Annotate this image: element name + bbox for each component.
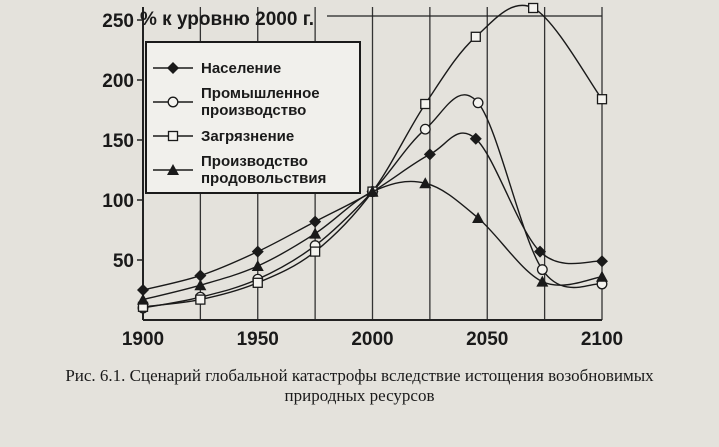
caption-line-1: Рис. 6.1. Сценарий глобальной катастрофы… [65, 366, 654, 385]
caption-line-2: природных ресурсов [284, 386, 435, 405]
series-layer [137, 2, 608, 314]
x-tick-label-1950: 1950 [237, 329, 279, 350]
legend-item-2: Загрязнение [153, 128, 294, 145]
point-2-1 [195, 294, 206, 305]
x-tick-label-1900: 1900 [122, 329, 164, 350]
point-2-5 [420, 98, 431, 110]
point-1-7 [536, 264, 548, 276]
legend-label-1-1: производство [201, 102, 306, 119]
series-2 [137, 2, 608, 312]
point-3-1 [194, 279, 207, 291]
y-tick-label-200: 200 [102, 71, 134, 92]
point-3-8 [596, 270, 608, 282]
legend-marker-1 [167, 96, 179, 108]
point-3-7 [536, 275, 549, 287]
x-tick-label-2000: 2000 [351, 329, 393, 350]
point-0-5 [423, 148, 436, 161]
y-tick-label-100: 100 [102, 191, 134, 212]
point-3-3 [309, 227, 322, 239]
point-2-6 [470, 31, 481, 42]
axes: 50 100 150 200 250 1900 1950 2000 2050 2100 [102, 7, 623, 350]
point-0-0 [137, 284, 149, 296]
series-3 [137, 177, 608, 305]
legend-marker-2 [167, 130, 179, 142]
legend-marker-3 [167, 164, 179, 175]
figure-caption: Рис. 6.1. Сценарий глобальной катастрофы… [0, 366, 719, 406]
series-line-2 [142, 4, 603, 308]
legend-label-0: Население [201, 60, 281, 77]
legend-marker-0 [167, 62, 179, 74]
point-0-3 [309, 215, 322, 228]
point-0-6 [469, 132, 482, 145]
point-1-6 [472, 97, 484, 109]
point-0-8 [596, 255, 608, 268]
series-line-1 [142, 94, 603, 309]
y-tick-label-50: 50 [113, 251, 134, 272]
point-3-6 [472, 212, 485, 223]
point-2-8 [596, 94, 608, 105]
legend-label-2: Загрязнение [201, 128, 294, 145]
point-0-7 [534, 245, 547, 258]
y-tick-label-250: 250 [102, 11, 134, 32]
x-tick-label-2100: 2100 [581, 329, 623, 350]
point-3-2 [251, 260, 264, 271]
y-axis-label: % к уровню 2000 г. [140, 9, 314, 30]
point-2-3 [309, 246, 321, 257]
legend-box [145, 41, 361, 194]
legend-label-1-0: Промышленное [201, 85, 320, 102]
point-0-1 [194, 269, 207, 282]
point-2-7 [528, 2, 539, 14]
point-3-5 [419, 177, 432, 189]
point-1-5 [419, 123, 431, 135]
legend-item-0: Население [153, 60, 281, 77]
point-2-2 [252, 277, 263, 288]
x-tick-label-2050: 2050 [466, 329, 508, 350]
point-0-2 [251, 245, 264, 258]
point-3-4 [366, 185, 379, 197]
legend-label-3-1: продовольствия [201, 170, 326, 187]
legend-label-3-0: Производство [201, 153, 308, 170]
y-tick-label-150: 150 [102, 131, 134, 152]
point-3-0 [137, 293, 149, 305]
